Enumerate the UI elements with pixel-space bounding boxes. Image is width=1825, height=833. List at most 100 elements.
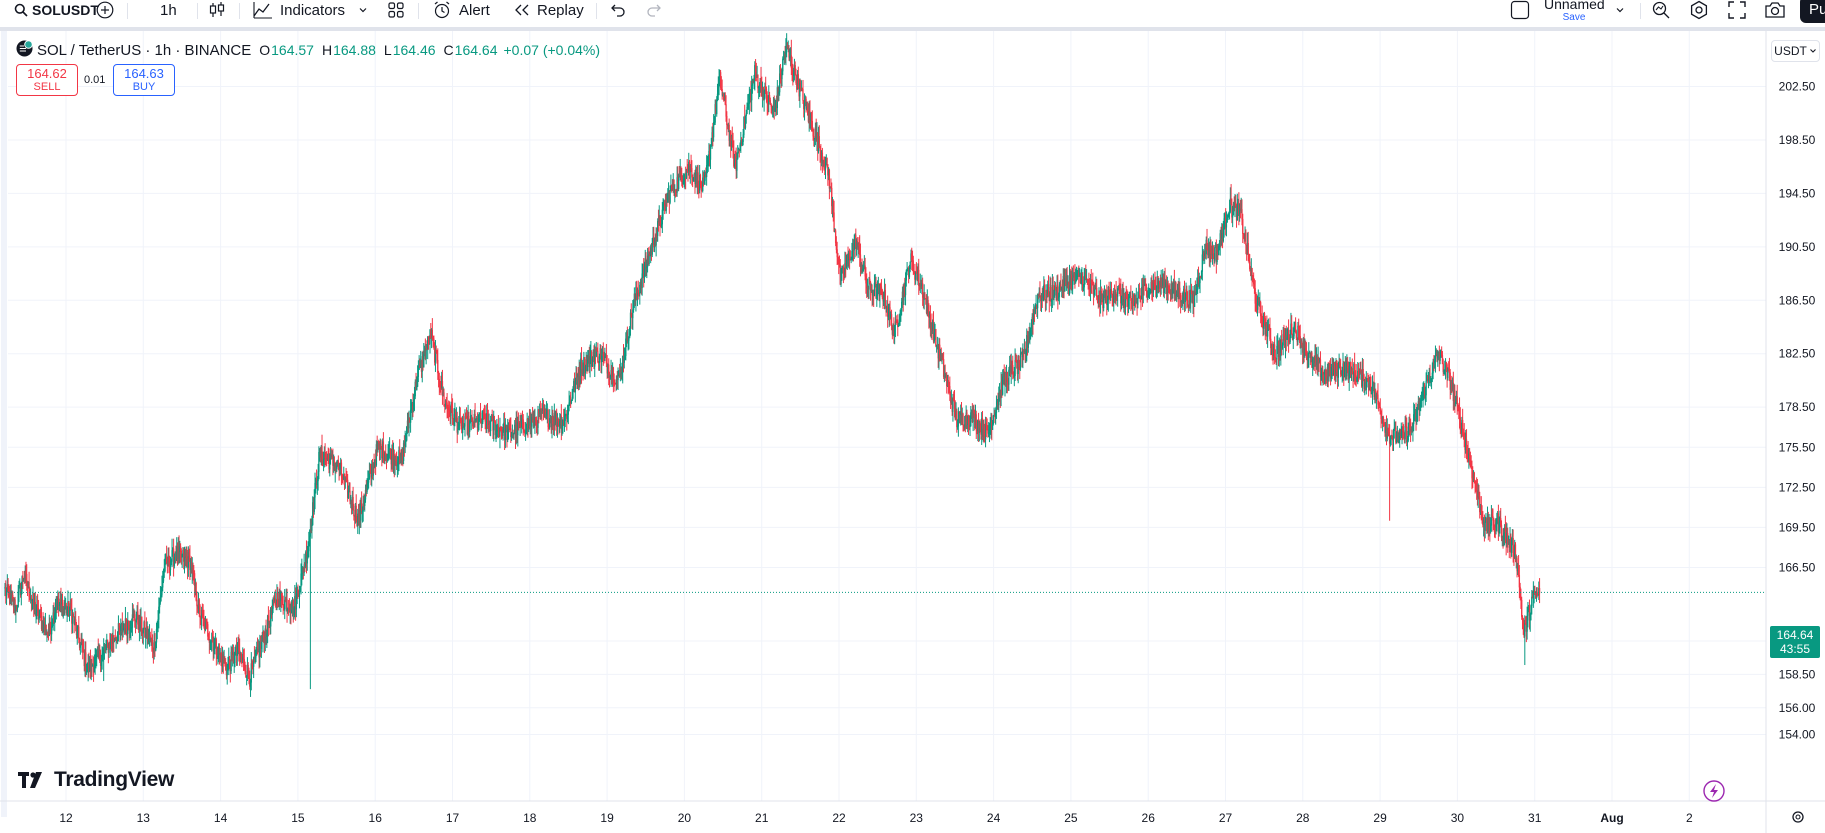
candle xyxy=(1114,289,1116,304)
redo-icon xyxy=(646,2,664,18)
redo-button[interactable] xyxy=(646,0,664,20)
currency-selector[interactable]: USDT xyxy=(1771,40,1820,62)
candle xyxy=(993,407,995,417)
candle xyxy=(434,340,437,372)
candle xyxy=(635,281,637,312)
fullscreen-button[interactable] xyxy=(1727,0,1747,20)
candle xyxy=(1351,358,1353,375)
alert-button[interactable]: Alert xyxy=(432,0,490,20)
indicators-button[interactable]: Indicators xyxy=(253,0,345,20)
tradingview-logo[interactable]: TradingView xyxy=(18,768,174,792)
candle xyxy=(685,168,688,180)
candle xyxy=(880,279,883,296)
price-chart[interactable]: 154.00156.00158.50161.00166.50169.50172.… xyxy=(0,31,1825,833)
candle xyxy=(212,631,214,661)
symbol-search-button[interactable]: SOLUSDT xyxy=(14,0,99,20)
candle xyxy=(1151,275,1153,301)
candle xyxy=(496,418,498,439)
candle xyxy=(1071,267,1074,295)
candle xyxy=(1353,352,1356,385)
snapshot-button[interactable] xyxy=(1764,0,1786,20)
candle xyxy=(1427,371,1430,389)
candle xyxy=(884,283,886,309)
candle xyxy=(927,296,929,317)
candle xyxy=(106,639,109,648)
candle xyxy=(211,632,213,652)
candle xyxy=(46,629,48,642)
candle xyxy=(667,188,669,203)
candle xyxy=(368,462,371,480)
candle xyxy=(1239,203,1241,222)
indicators-dropdown[interactable] xyxy=(358,0,368,20)
chart-type-button[interactable] xyxy=(208,0,226,20)
candle xyxy=(308,531,310,558)
candle xyxy=(580,347,583,384)
candle xyxy=(818,125,820,149)
candle xyxy=(1002,369,1004,396)
candle xyxy=(1269,317,1271,342)
layout-checkbox[interactable] xyxy=(1510,0,1530,20)
legend-open-key: O xyxy=(259,42,271,58)
candle xyxy=(1152,273,1155,298)
templates-button[interactable] xyxy=(387,0,405,20)
compare-symbol-button[interactable] xyxy=(96,0,114,20)
candle xyxy=(1201,245,1204,281)
interval-label: 1h xyxy=(160,1,177,19)
fullscreen-icon xyxy=(1727,0,1747,20)
candle xyxy=(830,178,832,189)
candle xyxy=(564,407,566,428)
candle xyxy=(1202,248,1204,265)
candle xyxy=(181,553,183,568)
undo-button[interactable] xyxy=(608,0,626,20)
candle xyxy=(744,115,747,130)
candle xyxy=(608,358,610,386)
candle xyxy=(85,641,87,678)
publish-button[interactable]: Pu xyxy=(1800,0,1825,23)
candle xyxy=(1050,277,1052,307)
candle xyxy=(914,271,917,285)
candle xyxy=(135,611,137,629)
candle xyxy=(1232,201,1235,216)
candle xyxy=(1388,423,1390,437)
quick-search-button[interactable] xyxy=(1651,0,1671,20)
interval-button[interactable]: 1h xyxy=(160,0,177,20)
replay-button[interactable]: Replay xyxy=(513,0,584,20)
candle xyxy=(298,585,301,609)
chart-pane[interactable]: 154.00156.00158.50161.00166.50169.50172.… xyxy=(0,31,1825,833)
candle xyxy=(944,364,946,382)
candle xyxy=(581,359,583,376)
candle xyxy=(1029,322,1031,345)
layout-name-button[interactable]: Unnamed Save xyxy=(1544,0,1605,23)
candle xyxy=(574,377,576,403)
candle xyxy=(783,51,785,65)
candle xyxy=(465,412,467,420)
buy-button[interactable]: 164.63 BUY xyxy=(113,64,175,96)
candle xyxy=(195,581,197,602)
candle xyxy=(1297,321,1299,346)
candle xyxy=(788,45,790,61)
candle xyxy=(493,410,495,442)
sell-label: SELL xyxy=(33,81,61,93)
sell-button[interactable]: 164.62 SELL xyxy=(16,64,78,96)
candle xyxy=(1110,282,1113,295)
candle xyxy=(824,156,827,180)
candle xyxy=(716,96,718,117)
legend-title[interactable]: SOL / TetherUS · 1h · BINANCE xyxy=(37,41,252,59)
candle xyxy=(720,76,723,91)
candle xyxy=(296,586,298,605)
candle xyxy=(367,470,370,489)
candle xyxy=(702,171,705,187)
candle xyxy=(595,341,597,358)
candle xyxy=(769,97,771,106)
candle xyxy=(243,648,245,671)
time-axis-label: 20 xyxy=(678,811,692,825)
candle xyxy=(504,418,507,449)
layout-name: Unnamed xyxy=(1544,0,1605,12)
candle xyxy=(1259,300,1262,324)
settings-button[interactable] xyxy=(1689,0,1709,20)
candle xyxy=(1267,318,1270,331)
candle xyxy=(794,61,796,76)
candle xyxy=(1355,364,1357,387)
candle xyxy=(789,48,791,62)
layout-dropdown[interactable] xyxy=(1615,0,1625,20)
